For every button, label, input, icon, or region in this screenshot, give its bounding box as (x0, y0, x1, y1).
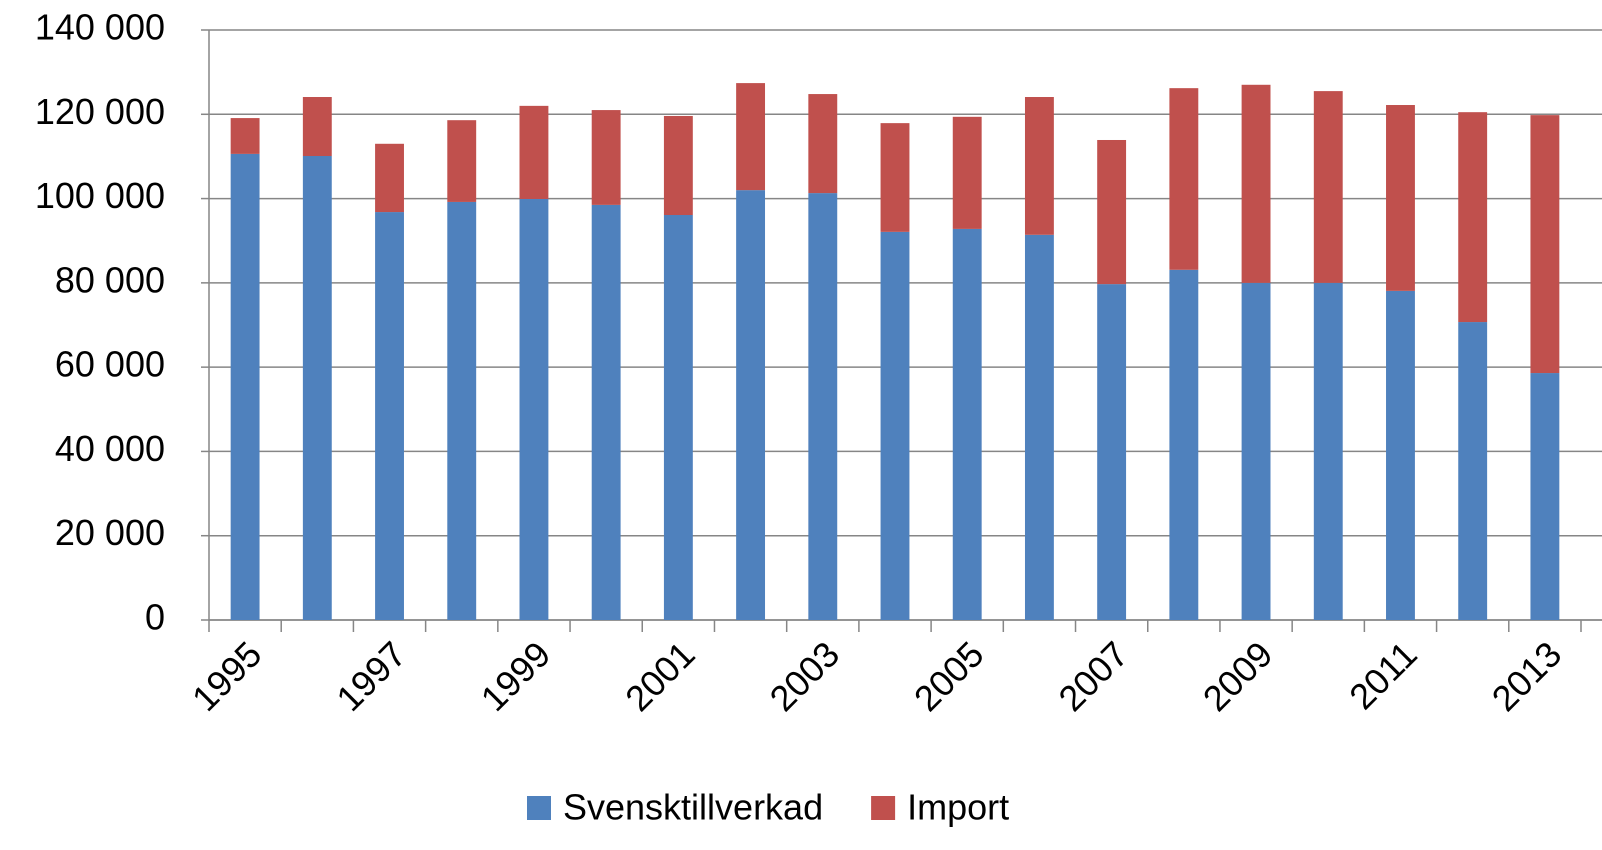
bar-segment (591, 110, 621, 205)
bar-segment (1386, 105, 1415, 291)
x-tick-label: 2001 (617, 633, 703, 719)
bar-segment (1313, 91, 1343, 283)
y-tick-label: 60 000 (55, 344, 165, 385)
legend-swatch (871, 796, 896, 820)
bar-segment (519, 198, 549, 620)
x-tick-label: 2005 (906, 633, 992, 719)
bar-segment (230, 118, 260, 154)
bar-segment (663, 215, 693, 620)
x-tick-label: 1999 (473, 633, 559, 719)
y-tick-label: 100 000 (35, 175, 165, 216)
bar-segment (1530, 373, 1560, 620)
bar-segment (1169, 88, 1199, 270)
bar-segment (808, 193, 838, 621)
bar-segment (952, 228, 982, 620)
bar-segment (1458, 112, 1488, 323)
bar-segment (1097, 139, 1127, 285)
x-tick-label: 2009 (1195, 633, 1281, 719)
x-tick-label: 2007 (1050, 633, 1136, 719)
legend-swatch (527, 796, 551, 820)
y-tick-label: 40 000 (55, 428, 165, 469)
x-tick-label: 1997 (328, 633, 414, 719)
bar-segment (302, 156, 332, 620)
legend-label: Import (907, 787, 1009, 828)
bar-segment (1241, 84, 1271, 283)
x-tick-label: 2013 (1484, 633, 1570, 719)
bar-segment (1024, 97, 1054, 235)
bar-segment (375, 212, 404, 621)
bar-segment (1169, 269, 1199, 620)
bar-segment (952, 116, 982, 229)
x-tick-label: 2003 (762, 633, 848, 719)
bar-segment (447, 201, 477, 620)
legend-label: Svensktillverkad (563, 787, 823, 828)
bar-segment (230, 153, 260, 620)
y-tick-label: 20 000 (55, 512, 165, 553)
bar-segment (736, 190, 766, 620)
bar-segment (302, 97, 332, 157)
bar-segment (1530, 115, 1560, 374)
y-tick-label: 80 000 (55, 259, 165, 300)
y-tick-label: 120 000 (35, 91, 165, 132)
bar-segment (591, 204, 621, 620)
bar-segment (447, 120, 477, 202)
x-tick-label: 2011 (1341, 633, 1425, 717)
bar-segment (375, 143, 404, 213)
bar-segment (663, 115, 693, 216)
bar-segment (1097, 284, 1127, 620)
bar-segment (1313, 282, 1343, 620)
y-tick-label: 0 (145, 597, 165, 638)
bar-segment (1024, 234, 1054, 621)
bar-segment (1241, 282, 1271, 620)
y-tick-label: 140 000 (35, 7, 165, 48)
bar-segment (808, 94, 838, 194)
bar-segment (880, 123, 910, 232)
bar-segment (1458, 322, 1488, 620)
bar-segment (519, 105, 549, 199)
bar-segment (880, 231, 910, 620)
x-tick-label: 1995 (184, 633, 270, 719)
bar-segment (736, 83, 766, 191)
bar-segment (1386, 290, 1415, 620)
